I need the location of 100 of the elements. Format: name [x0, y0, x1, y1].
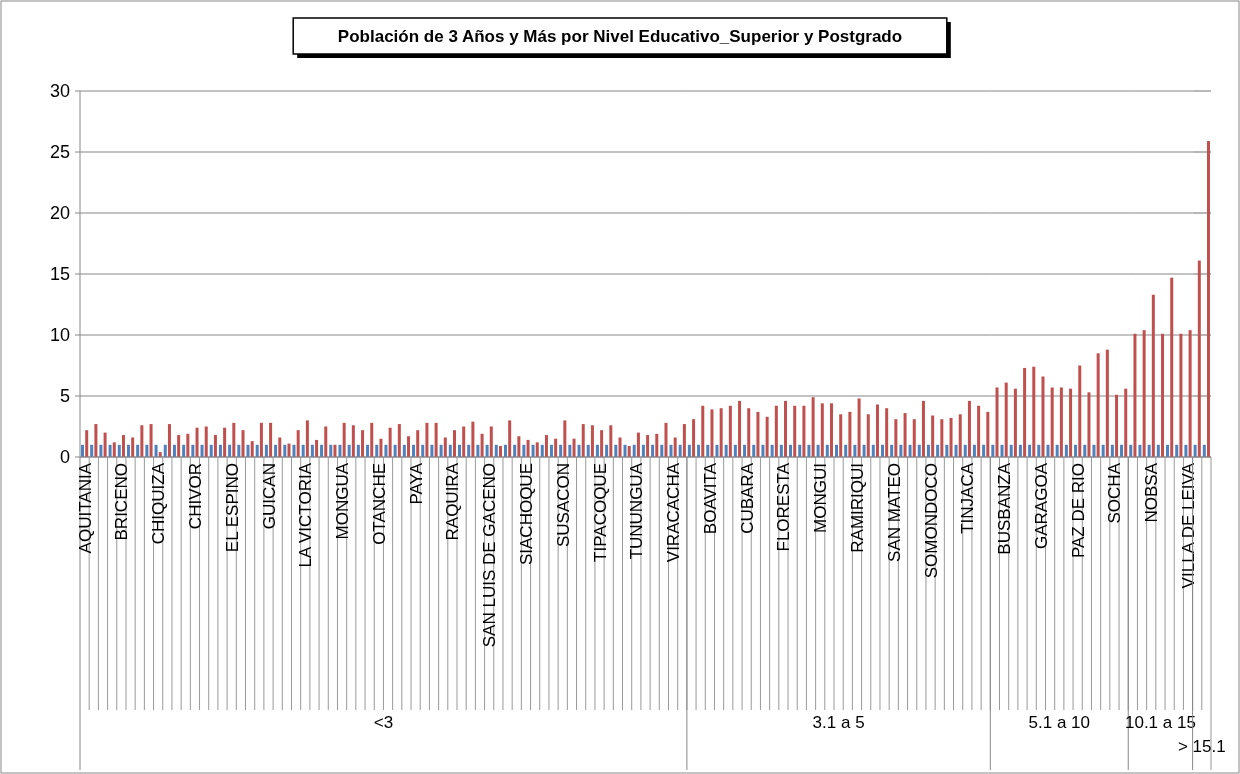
- bar: [213, 435, 217, 457]
- chart-title: Población de 3 Años y Más por Nivel Educativo_Superior y Postgrado: [337, 26, 903, 46]
- x-tick-label: SAN LUIS DE GACENO: [480, 463, 500, 648]
- bar: [480, 433, 484, 457]
- bar: [232, 422, 236, 457]
- x-axis-title: 5.1 a 10: [1028, 713, 1091, 732]
- bar: [1133, 333, 1137, 457]
- bar: [848, 411, 852, 457]
- x-tick-label: TUNUNGUA: [627, 462, 647, 560]
- bar: [682, 424, 686, 457]
- bar: [1124, 388, 1128, 457]
- x-tick-label: CHIVOR: [185, 463, 205, 530]
- bar: [839, 414, 843, 457]
- bar: [627, 446, 631, 457]
- bar: [802, 405, 806, 457]
- y-tick-label: 5: [59, 386, 70, 407]
- bar: [131, 437, 135, 457]
- bar: [1096, 353, 1100, 457]
- y-tick-label: 30: [49, 81, 70, 102]
- x-tick-label: SOCHA: [1105, 462, 1125, 524]
- bar: [186, 433, 190, 457]
- x-tick-label: EL ESPINO: [222, 463, 242, 553]
- bar: [544, 435, 548, 457]
- bar: [986, 411, 990, 457]
- bar: [728, 405, 732, 457]
- bar: [949, 417, 953, 457]
- bar: [572, 438, 576, 457]
- bar: [784, 400, 788, 457]
- x-tick-label: TINJACA: [958, 462, 978, 534]
- bar: [223, 427, 227, 457]
- x-tick-label: GUICAN: [259, 463, 279, 530]
- bar: [526, 439, 530, 457]
- bar: [1059, 387, 1063, 457]
- bar: [793, 405, 797, 457]
- bar: [407, 436, 411, 457]
- bar: [462, 426, 466, 457]
- bar: [563, 420, 567, 457]
- bar: [646, 435, 650, 457]
- bar: [1032, 366, 1036, 457]
- bar: [1050, 387, 1054, 457]
- bar: [453, 430, 456, 457]
- x-tick-label: PAYA: [406, 462, 426, 505]
- bar: [1041, 376, 1045, 457]
- bar: [1004, 382, 1008, 457]
- bar: [967, 400, 971, 457]
- bar: [1151, 294, 1155, 457]
- x-tick-label: SIACHOQUE: [516, 463, 536, 566]
- bar: [1023, 367, 1027, 457]
- x-tick-label: VILLA DE LEIVA: [1179, 462, 1199, 589]
- bar: [324, 426, 328, 457]
- x-tick-label: MONGUI: [811, 463, 831, 533]
- bar: [618, 437, 622, 457]
- x-tick-label: AQUITANIA: [75, 462, 95, 554]
- bar: [1179, 333, 1183, 457]
- bar: [361, 430, 365, 457]
- bar: [977, 405, 981, 457]
- bar: [609, 425, 613, 457]
- bar: [995, 387, 999, 457]
- x-tick-label: RAQUIRA: [443, 462, 463, 541]
- bar: [1013, 388, 1017, 457]
- bar: [425, 422, 429, 457]
- x-tick-label: NOBSA: [1142, 462, 1162, 523]
- bar: [820, 403, 824, 457]
- bar: [103, 432, 107, 457]
- x-tick-label: BOAVITA: [700, 462, 720, 535]
- bar: [912, 419, 916, 457]
- bar: [443, 437, 447, 457]
- bar: [416, 430, 420, 457]
- x-tick-label: SOMONDOCO: [921, 463, 941, 579]
- bar: [305, 420, 309, 457]
- x-axis-title: > 15.1: [1177, 737, 1226, 756]
- bar: [149, 424, 153, 457]
- bar: [921, 400, 925, 457]
- bar: [765, 416, 769, 457]
- x-tick-label: PAZ DE RIO: [1068, 463, 1088, 559]
- bar: [931, 415, 935, 457]
- y-tick-label: 20: [49, 203, 70, 224]
- bar: [167, 424, 171, 457]
- bar: [738, 400, 742, 457]
- bar: [241, 430, 245, 457]
- bar: [940, 419, 944, 457]
- x-tick-label: FLORESTA: [774, 462, 794, 552]
- bar: [673, 437, 677, 457]
- x-tick-label: GARAGOA: [1031, 462, 1051, 549]
- bar: [636, 432, 640, 457]
- bar: [554, 438, 558, 457]
- bar: [655, 433, 659, 457]
- bar: [517, 436, 521, 457]
- bar: [774, 405, 778, 457]
- bar: [866, 414, 870, 457]
- bar: [701, 405, 705, 457]
- bar: [121, 435, 125, 457]
- bar: [747, 408, 751, 457]
- bar: [259, 422, 263, 457]
- x-tick-label: SUSACON: [553, 463, 573, 548]
- x-tick-label: CUBARA: [737, 462, 757, 534]
- bar: [278, 437, 282, 457]
- bar: [315, 439, 319, 457]
- bar: [875, 404, 879, 457]
- x-tick-label: BUSBANZA: [995, 462, 1015, 555]
